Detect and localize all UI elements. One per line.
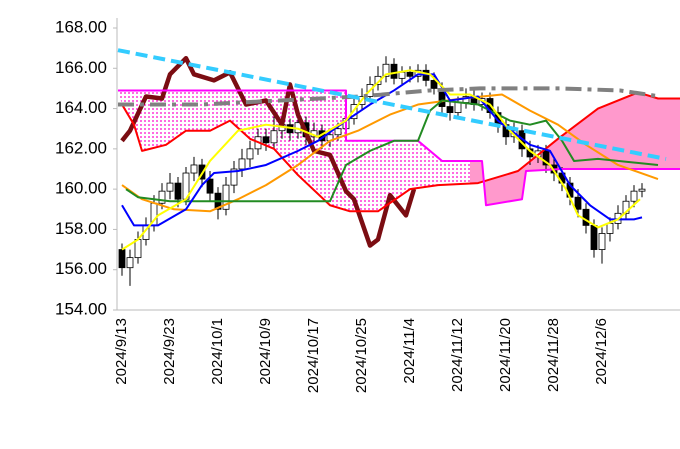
indicator-line — [121, 69, 641, 251]
candle-body — [334, 128, 342, 136]
candle-body — [246, 148, 254, 160]
x-tick-label: 2024/11/28 — [545, 318, 562, 392]
candle-body — [118, 249, 126, 269]
candle-body — [390, 63, 398, 79]
candle-body — [606, 222, 614, 234]
x-tick-label: 2024/11/12 — [449, 318, 466, 392]
cloud-dotted — [118, 90, 470, 212]
x-tick-label: 2024/10/1 — [209, 318, 226, 385]
candle-body — [222, 184, 230, 210]
y-tick-label: 164.00 — [55, 98, 107, 117]
y-tick-label: 162.00 — [55, 138, 107, 157]
x-tick-label: 2024/9/23 — [161, 318, 178, 385]
candle-body — [446, 106, 454, 114]
candle-body — [382, 63, 390, 77]
x-tick-label: 2024/9/13 — [113, 318, 130, 385]
candle-body — [190, 164, 198, 174]
y-tick-label: 160.00 — [55, 179, 107, 198]
indicator-line — [121, 73, 643, 227]
candle-body — [430, 79, 438, 89]
candle-body — [406, 71, 414, 77]
candle-body — [158, 190, 166, 204]
x-tick-label: 2024/10/17 — [305, 318, 322, 393]
candle-body — [422, 69, 430, 81]
candle-body — [398, 71, 406, 79]
y-tick-label: 154.00 — [55, 299, 107, 318]
candle-body — [262, 136, 270, 144]
indicator-line — [120, 55, 417, 248]
candle-body — [174, 182, 182, 200]
candle-body — [598, 233, 606, 250]
y-tick-label: 156.00 — [55, 259, 107, 278]
candle-body — [270, 130, 278, 144]
candle-body — [630, 190, 638, 202]
y-tick-label: 166.00 — [55, 58, 107, 77]
x-tick-label: 2024/10/25 — [353, 318, 370, 393]
x-tick-label: 2024/11/20 — [497, 318, 514, 392]
candle-body — [238, 158, 246, 170]
candle-body — [166, 182, 174, 192]
candle-body — [638, 188, 646, 192]
indicator-line — [117, 48, 667, 161]
candle-body — [582, 208, 590, 226]
candle-body — [230, 168, 238, 186]
indicator-line — [121, 93, 659, 213]
y-tick-label: 168.00 — [55, 17, 107, 36]
x-tick-label: 2024/10/9 — [257, 318, 274, 385]
candle-body — [574, 196, 582, 210]
candle-body — [542, 150, 550, 166]
candle-body — [590, 224, 598, 250]
candle-body — [454, 102, 462, 114]
candle-body — [134, 239, 142, 259]
x-tick-label: 2024/12/6 — [593, 318, 610, 385]
indicator-line — [118, 86, 661, 107]
candle-body — [126, 257, 134, 269]
indicator-line — [121, 91, 680, 213]
cloud-solid — [470, 92, 680, 206]
x-tick-label: 2024/11/4 — [401, 318, 418, 384]
candle-body — [206, 178, 214, 194]
indicator-line — [118, 89, 680, 207]
y-tick-label: 158.00 — [55, 219, 107, 238]
